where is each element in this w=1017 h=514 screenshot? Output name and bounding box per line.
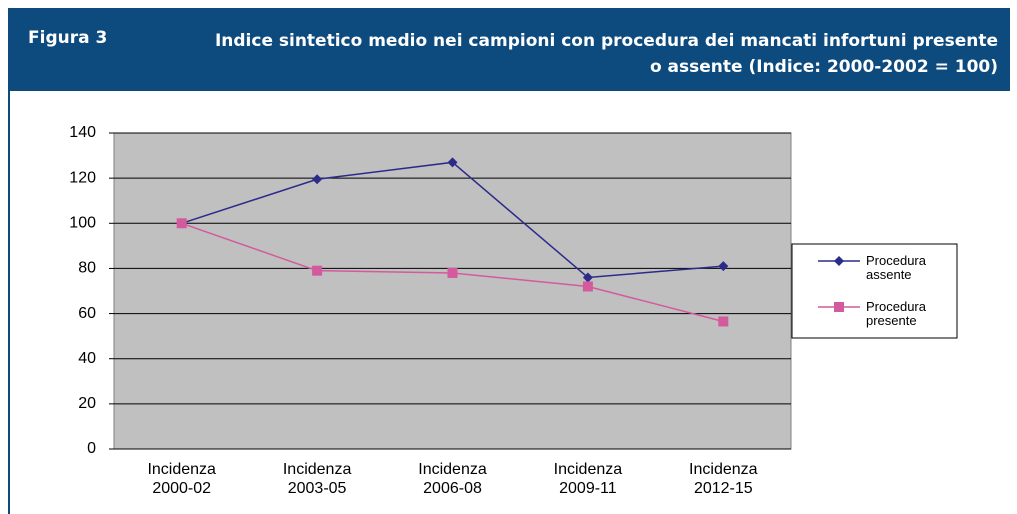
y-tick-label: 120: [69, 169, 96, 186]
marker: [312, 174, 323, 185]
marker: [582, 281, 593, 292]
legend-box: [791, 243, 958, 339]
y-tick-label: 20: [78, 395, 96, 412]
x-tick-label: Incidenza 2012-15: [689, 461, 758, 497]
y-tick-label: 60: [78, 305, 96, 322]
marker: [447, 157, 458, 168]
y-tick-label: 0: [87, 440, 96, 457]
plot-area: [113, 132, 792, 450]
x-tick-label: Incidenza 2003-05: [282, 461, 352, 497]
left-rule: [8, 91, 10, 514]
figure-label: Figura 3: [28, 28, 108, 48]
marker: [176, 218, 187, 229]
marker: [447, 267, 458, 278]
legend-label: Procedura presente: [866, 299, 926, 328]
marker: [834, 256, 844, 266]
x-tick-label: Incidenza 2006-08: [418, 461, 487, 497]
x-tick-label: Incidenza 2000-02: [147, 461, 216, 497]
marker: [834, 302, 844, 312]
legend-label: Procedura assente: [866, 253, 926, 282]
y-tick-label: 40: [78, 350, 96, 367]
y-tick-label: 100: [69, 215, 96, 232]
header: Figura 3 Indice sintetico medio nei camp…: [8, 8, 1010, 91]
y-tick-label: 80: [78, 260, 96, 277]
marker: [718, 261, 729, 272]
marker: [582, 272, 593, 283]
y-tick-label: 140: [69, 124, 96, 141]
chart-title: Indice sintetico medio nei campioni con …: [214, 31, 998, 77]
marker: [312, 265, 323, 276]
x-tick-label: Incidenza 2009-11: [553, 461, 623, 497]
marker: [718, 316, 729, 327]
